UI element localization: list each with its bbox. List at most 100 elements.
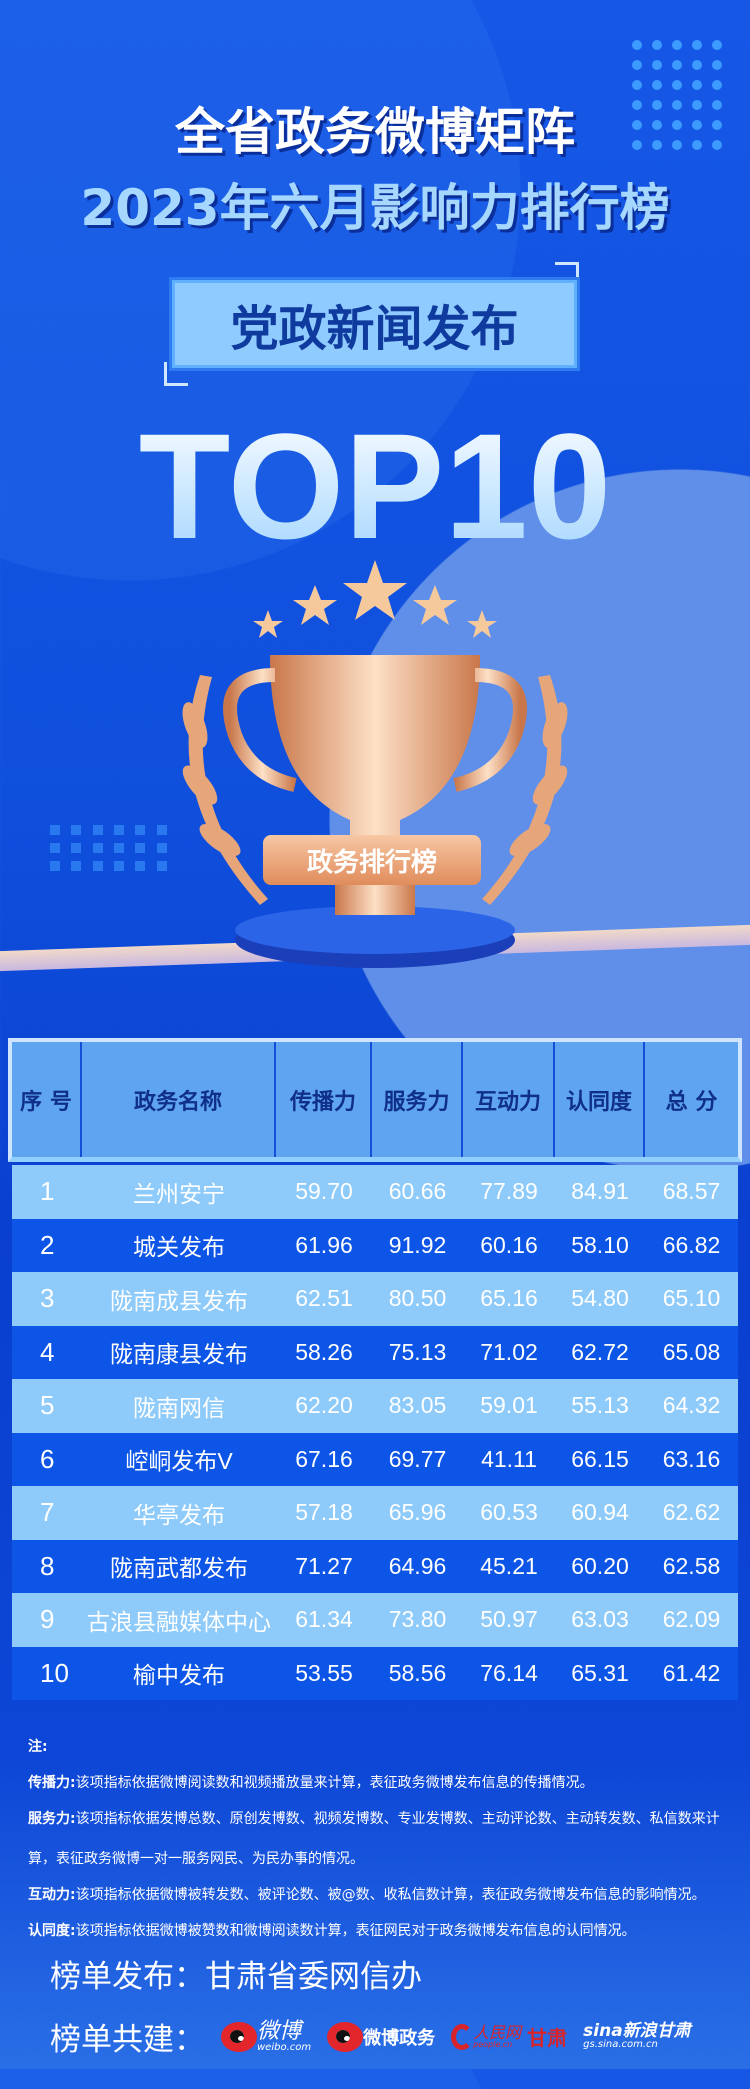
cell-interaction: 71.02 — [480, 1338, 538, 1365]
cell-total: 65.10 — [662, 1285, 721, 1312]
cell-name: 陇南武都发布 — [110, 1555, 248, 1582]
cell-total: 62.62 — [662, 1499, 721, 1526]
notes-title: 注: — [28, 1739, 48, 1755]
cell-name: 古浪县融媒体中心 — [87, 1608, 271, 1635]
table-row: 8 陇南武都发布 71.27 64.96 45.21 60.20 62.58 — [12, 1539, 738, 1593]
table-row: 3 陇南成县发布 62.51 80.50 65.16 54.80 65.10 — [12, 1272, 738, 1326]
ranking-badge: 政务排行榜 — [263, 835, 481, 885]
cell-total: 62.09 — [662, 1606, 721, 1633]
table-row: 6 崆峒发布V 67.16 69.77 41.11 66.15 63.16 — [12, 1432, 738, 1486]
cell-recognition: 63.03 — [571, 1606, 629, 1633]
people-logo: 人民网 people.cn 甘肃 — [451, 2022, 567, 2051]
table-row: 1 兰州安宁 59.70 60.66 77.89 84.91 68.57 — [12, 1165, 738, 1219]
cobuild-label: 榜单共建： — [50, 2022, 205, 2058]
cell-spread: 67.16 — [295, 1445, 353, 1472]
cell-rank: 2 — [40, 1229, 55, 1260]
cell-spread: 71.27 — [295, 1552, 353, 1579]
cell-spread: 58.26 — [295, 1338, 353, 1365]
col-total: 总 分 — [665, 1089, 718, 1115]
top10-heading: TOP10 — [0, 400, 750, 573]
weibo-gov-logo: 微博政务 — [327, 2021, 435, 2052]
col-interaction: 互动力 — [463, 1042, 555, 1157]
cell-interaction: 60.16 — [480, 1231, 538, 1258]
note-item: 服务力:该项指标依据发博总数、原创发博数、视频发博数、专业发博数、主动评论数、主… — [28, 1811, 720, 1867]
cell-total: 63.16 — [662, 1445, 721, 1472]
cell-spread: 62.20 — [295, 1392, 353, 1419]
cell-interaction: 65.16 — [480, 1285, 538, 1312]
corner-decoration — [555, 262, 579, 286]
cell-interaction: 59.01 — [480, 1392, 538, 1419]
cell-spread: 61.96 — [295, 1231, 353, 1258]
cell-rank: 5 — [40, 1390, 55, 1421]
col-spread: 传播力 — [276, 1042, 372, 1157]
cell-total: 65.08 — [662, 1338, 721, 1365]
cell-total: 68.57 — [662, 1178, 721, 1205]
col-name: 政务名称 — [82, 1042, 276, 1157]
cell-total: 64.32 — [662, 1392, 721, 1419]
cell-name: 华亭发布 — [133, 1501, 225, 1528]
cell-recognition: 65.31 — [571, 1659, 629, 1686]
cell-service: 58.56 — [388, 1659, 447, 1686]
cell-rank: 7 — [40, 1497, 55, 1528]
col-rank: 序 号 — [12, 1042, 82, 1157]
cell-spread: 59.70 — [295, 1178, 353, 1205]
cell-name: 城关发布 — [133, 1234, 225, 1261]
cell-name: 陇南康县发布 — [110, 1341, 248, 1368]
cell-total: 66.82 — [662, 1231, 721, 1258]
cell-rank: 3 — [40, 1283, 55, 1314]
cell-service: 80.50 — [388, 1285, 447, 1312]
footer: 注: 传播力:该项指标依据微博阅读数和视频播放量来计算，表征政务微博发布信息的传… — [0, 1736, 750, 2089]
cell-name: 榆中发布 — [133, 1662, 225, 1689]
cell-rank: 8 — [40, 1550, 55, 1581]
cell-rank: 6 — [40, 1443, 55, 1474]
cell-rank: 9 — [40, 1604, 55, 1635]
cell-service: 91.92 — [388, 1231, 447, 1258]
table-row: 2 城关发布 61.96 91.92 60.16 58.10 66.82 — [12, 1218, 738, 1272]
weibo-logo: 微博 weibo.com — [221, 2020, 311, 2053]
cell-name: 兰州安宁 — [133, 1180, 225, 1207]
cell-service: 73.80 — [388, 1606, 447, 1633]
cell-rank: 4 — [40, 1336, 55, 1367]
cell-spread: 53.55 — [295, 1659, 353, 1686]
cell-service: 75.13 — [388, 1338, 447, 1365]
cell-service: 83.05 — [388, 1392, 447, 1419]
title-line2: 2023年六月影响力排行榜 — [80, 179, 670, 237]
cell-name: 陇南成县发布 — [110, 1287, 248, 1314]
cell-service: 65.96 — [388, 1499, 447, 1526]
col-service: 服务力 — [372, 1042, 463, 1157]
cell-name: 崆峒发布V — [125, 1448, 233, 1475]
title-line1: 全省政务微博矩阵 — [175, 103, 575, 161]
cell-recognition: 66.15 — [571, 1445, 629, 1472]
table-row: 10 榆中发布 53.55 58.56 76.14 65.31 61.42 — [12, 1646, 738, 1700]
cell-interaction: 45.21 — [480, 1552, 538, 1579]
category-label: 党政新闻发布 — [169, 277, 580, 371]
corner-decoration — [164, 362, 188, 386]
table-header: 序 号 政务名称 传播力 服务力 互动力 认同度 总 分 — [8, 1038, 742, 1162]
cell-recognition: 54.80 — [571, 1285, 629, 1312]
cell-interaction: 77.89 — [480, 1178, 538, 1205]
cell-recognition: 58.10 — [571, 1231, 629, 1258]
cell-total: 62.58 — [662, 1552, 721, 1579]
cell-total: 61.42 — [662, 1659, 721, 1686]
weibo-eye-icon — [327, 2021, 364, 2052]
dots-decoration — [632, 40, 722, 150]
cell-recognition: 62.72 — [571, 1338, 629, 1365]
cell-rank: 10 — [40, 1657, 69, 1688]
sina-logo: sina新浪甘肃 gs.sina.com.cn — [583, 2021, 691, 2050]
cell-spread: 62.51 — [295, 1285, 353, 1312]
cell-service: 60.66 — [388, 1178, 447, 1205]
cell-interaction: 76.14 — [480, 1659, 538, 1686]
cell-name: 陇南网信 — [133, 1394, 225, 1421]
note-item: 传播力:该项指标依据微博阅读数和视频播放量来计算，表征政务微博发布信息的传播情况… — [28, 1775, 594, 1791]
table-row: 7 华亭发布 57.18 65.96 60.53 60.94 62.62 — [12, 1486, 738, 1540]
people-icon — [451, 2023, 474, 2050]
cell-recognition: 84.91 — [571, 1178, 629, 1205]
dots-decoration — [50, 825, 170, 871]
cell-interaction: 50.97 — [480, 1606, 538, 1633]
cell-interaction: 60.53 — [480, 1499, 538, 1526]
cell-recognition: 60.20 — [571, 1552, 629, 1579]
cell-service: 69.77 — [388, 1445, 447, 1472]
col-recognition: 认同度 — [555, 1042, 645, 1157]
notes: 注: 传播力:该项指标依据微博阅读数和视频播放量来计算，表征政务微博发布信息的传… — [28, 1736, 738, 1942]
cell-recognition: 60.94 — [571, 1499, 629, 1526]
